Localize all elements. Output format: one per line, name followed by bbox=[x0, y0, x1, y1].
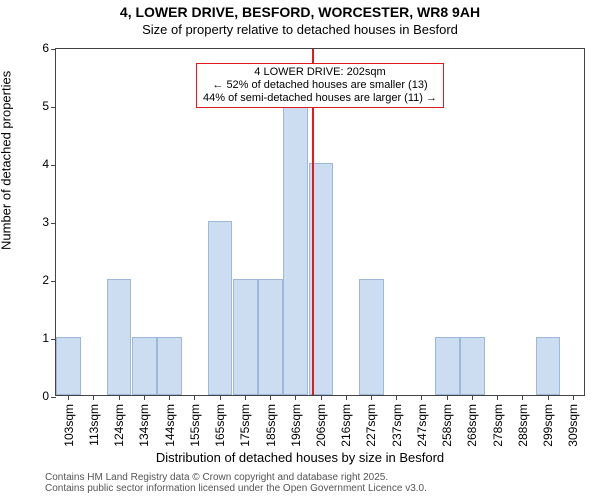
xtick-label: 309sqm bbox=[566, 404, 580, 447]
histogram-bar bbox=[107, 279, 132, 395]
attribution-line2: Contains public sector information licen… bbox=[0, 483, 600, 494]
xtick-mark bbox=[346, 395, 347, 400]
ytick-label: 6 bbox=[29, 41, 49, 55]
xtick-mark bbox=[144, 395, 145, 400]
xtick-mark bbox=[472, 395, 473, 400]
attribution-block: Contains HM Land Registry data © Crown c… bbox=[0, 472, 600, 494]
xtick-label: 206sqm bbox=[314, 404, 328, 447]
ytick-mark bbox=[51, 397, 56, 398]
ytick-mark bbox=[51, 339, 56, 340]
xtick-mark bbox=[220, 395, 221, 400]
xtick-label: 247sqm bbox=[415, 404, 429, 447]
xtick-label: 144sqm bbox=[163, 404, 177, 447]
xtick-label: 216sqm bbox=[339, 404, 353, 447]
xtick-mark bbox=[522, 395, 523, 400]
xtick-mark bbox=[169, 395, 170, 400]
ytick-mark bbox=[51, 49, 56, 50]
histogram-bar bbox=[233, 279, 258, 395]
xtick-mark bbox=[573, 395, 574, 400]
chart-title: 4, LOWER DRIVE, BESFORD, WORCESTER, WR8 … bbox=[0, 4, 600, 20]
xtick-label: 175sqm bbox=[238, 404, 252, 447]
ytick-label: 4 bbox=[29, 157, 49, 171]
xtick-mark bbox=[245, 395, 246, 400]
annotation-line1: 4 LOWER DRIVE: 202sqm bbox=[203, 66, 437, 79]
xtick-label: 288sqm bbox=[516, 404, 530, 447]
xtick-mark bbox=[421, 395, 422, 400]
xtick-label: 113sqm bbox=[87, 404, 101, 446]
histogram-bar bbox=[460, 337, 485, 395]
annotation-line2: ← 52% of detached houses are smaller (13… bbox=[203, 79, 437, 92]
ytick-label: 0 bbox=[29, 389, 49, 403]
ytick-label: 5 bbox=[29, 99, 49, 113]
histogram-bar bbox=[132, 337, 157, 395]
xtick-label: 155sqm bbox=[188, 404, 202, 447]
ytick-label: 2 bbox=[29, 273, 49, 287]
xtick-mark bbox=[270, 395, 271, 400]
xtick-mark bbox=[396, 395, 397, 400]
xtick-label: 134sqm bbox=[137, 404, 151, 447]
histogram-bar bbox=[258, 279, 283, 395]
xtick-mark bbox=[194, 395, 195, 400]
ytick-mark bbox=[51, 281, 56, 282]
x-axis-label: Distribution of detached houses by size … bbox=[0, 450, 600, 465]
xtick-label: 258sqm bbox=[440, 404, 454, 447]
y-axis-label: Number of detached properties bbox=[0, 71, 14, 250]
histogram-bar bbox=[536, 337, 561, 395]
xtick-mark bbox=[119, 395, 120, 400]
xtick-label: 299sqm bbox=[541, 404, 555, 447]
xtick-label: 237sqm bbox=[390, 404, 404, 447]
histogram-bar bbox=[157, 337, 182, 395]
xtick-mark bbox=[497, 395, 498, 400]
plot-area: 4 LOWER DRIVE: 202sqm← 52% of detached h… bbox=[55, 48, 585, 396]
ytick-label: 1 bbox=[29, 331, 49, 345]
xtick-label: 268sqm bbox=[465, 404, 479, 447]
xtick-label: 227sqm bbox=[364, 404, 378, 447]
ytick-mark bbox=[51, 165, 56, 166]
histogram-bar bbox=[359, 279, 384, 395]
xtick-mark bbox=[321, 395, 322, 400]
histogram-bar bbox=[56, 337, 81, 395]
ytick-mark bbox=[51, 107, 56, 108]
xtick-label: 124sqm bbox=[112, 404, 126, 447]
xtick-label: 165sqm bbox=[213, 404, 227, 447]
xtick-mark bbox=[447, 395, 448, 400]
xtick-mark bbox=[93, 395, 94, 400]
annotation-box: 4 LOWER DRIVE: 202sqm← 52% of detached h… bbox=[196, 63, 444, 109]
xtick-label: 196sqm bbox=[289, 404, 303, 447]
xtick-mark bbox=[68, 395, 69, 400]
histogram-bar bbox=[208, 221, 233, 395]
xtick-label: 185sqm bbox=[264, 404, 278, 447]
histogram-bar bbox=[435, 337, 460, 395]
annotation-line3: 44% of semi-detached houses are larger (… bbox=[203, 92, 437, 105]
xtick-label: 103sqm bbox=[62, 404, 76, 447]
ytick-mark bbox=[51, 223, 56, 224]
chart-subtitle: Size of property relative to detached ho… bbox=[0, 22, 600, 37]
xtick-mark bbox=[371, 395, 372, 400]
attribution-line1: Contains HM Land Registry data © Crown c… bbox=[0, 472, 600, 483]
ytick-label: 3 bbox=[29, 215, 49, 229]
xtick-mark bbox=[295, 395, 296, 400]
xtick-mark bbox=[548, 395, 549, 400]
histogram-bar bbox=[283, 105, 308, 395]
xtick-label: 278sqm bbox=[491, 404, 505, 447]
